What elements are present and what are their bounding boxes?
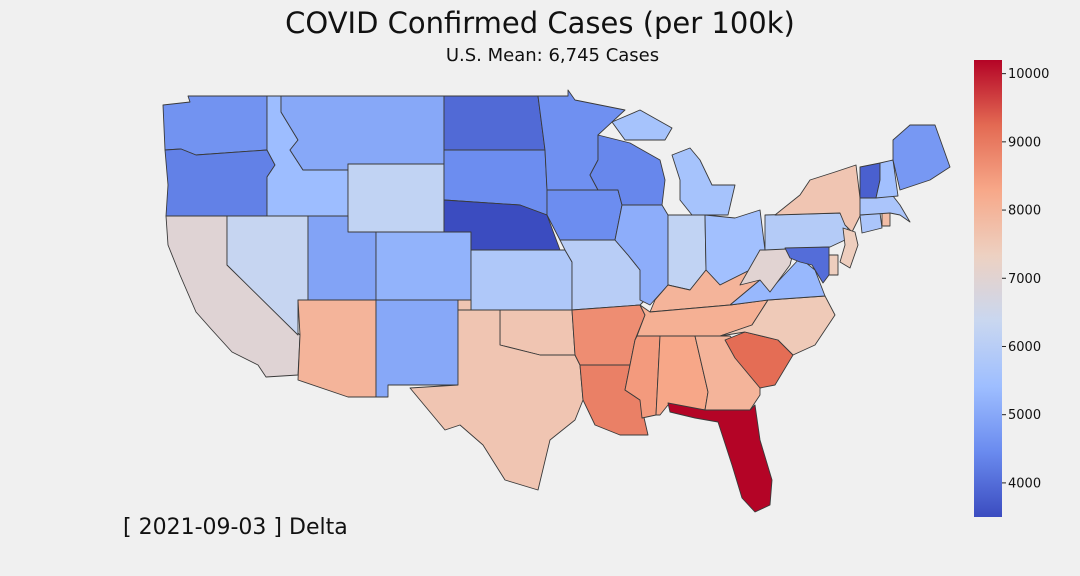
- state-ma: [859, 195, 911, 223]
- colorbar-tick-label: 10000: [1008, 67, 1049, 82]
- state-nj: [839, 227, 859, 269]
- colorbar-tick-label: 7000: [1008, 272, 1041, 287]
- colorbar-ticks: 4000 5000 6000 7000 8000 9000 10000: [1002, 67, 1049, 491]
- state-az: [297, 299, 377, 398]
- map-title: COVID Confirmed Cases (per 100k): [285, 6, 795, 40]
- colorbar-tick-label: 9000: [1008, 135, 1041, 150]
- state-or: [164, 148, 276, 217]
- state-mi: [611, 109, 736, 216]
- state-pa: [764, 212, 849, 251]
- state-de: [828, 254, 839, 276]
- state-nd: [443, 95, 546, 151]
- state-co: [375, 231, 472, 301]
- state-ct: [859, 212, 883, 234]
- state-ia: [546, 189, 623, 241]
- state-ri: [881, 212, 891, 227]
- state-tx: [409, 309, 584, 491]
- date-variant-label: [ 2021-09-03 ] Delta: [123, 515, 348, 540]
- colorbar-tick-label: 5000: [1008, 408, 1041, 423]
- colorbar-tick-label: 6000: [1008, 340, 1041, 355]
- state-nm: [375, 299, 459, 398]
- state-me: [892, 124, 951, 191]
- state-wa: [162, 95, 268, 156]
- map-subtitle: U.S. Mean: 6,745 Cases: [445, 45, 660, 66]
- colorbar-tick-label: 8000: [1008, 204, 1041, 219]
- state-fl: [667, 402, 773, 513]
- state-nh: [875, 159, 899, 199]
- state-wy: [347, 163, 445, 233]
- state-ks: [470, 249, 573, 311]
- colorbar: 4000 5000 6000 7000 8000 9000 10000: [974, 60, 1049, 517]
- state-il: [614, 204, 669, 306]
- colorbar-tick-label: 4000: [1008, 476, 1041, 491]
- state-mt: [280, 95, 445, 171]
- colorbar-gradient: [974, 60, 1002, 517]
- state-md: [784, 246, 830, 284]
